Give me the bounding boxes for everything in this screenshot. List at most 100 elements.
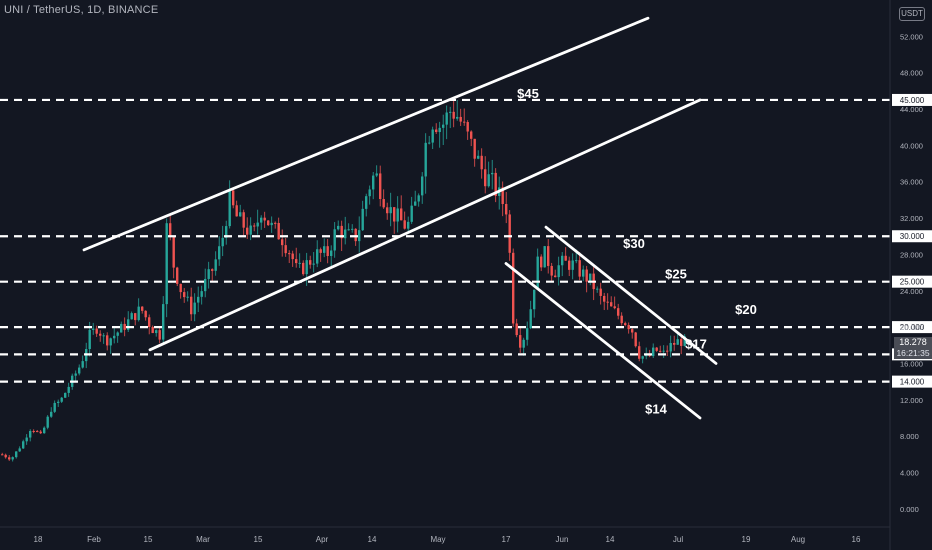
candle-body	[561, 255, 564, 266]
candle-body	[484, 169, 487, 187]
candle	[151, 325, 154, 334]
candle	[186, 291, 189, 302]
candle-body	[50, 411, 53, 417]
candle-body	[645, 354, 648, 357]
candle	[414, 190, 417, 206]
candle	[200, 285, 203, 305]
y-tick-label: 8.000	[900, 432, 919, 441]
candle-body	[673, 342, 676, 345]
price-axis[interactable]: 0.0004.0008.00012.00016.00020.00024.0002…	[900, 32, 923, 513]
candle	[487, 161, 490, 188]
candle-body	[477, 155, 480, 159]
candle	[295, 247, 298, 268]
candle	[18, 446, 21, 452]
candle	[120, 321, 123, 333]
candle	[158, 325, 161, 344]
candle	[99, 330, 102, 342]
candle-body	[452, 111, 455, 119]
candle-body	[15, 451, 18, 458]
candle	[11, 456, 14, 462]
candle-body	[218, 246, 221, 260]
candle	[526, 321, 529, 346]
candle-body	[204, 278, 207, 292]
candle-body	[281, 239, 284, 246]
candle	[533, 289, 536, 318]
candle	[515, 318, 518, 338]
candle-body	[368, 189, 371, 197]
candle	[554, 269, 557, 278]
candle	[347, 223, 350, 231]
candle-body	[526, 328, 529, 340]
candle-body	[424, 142, 427, 177]
candle	[15, 451, 18, 459]
candle	[421, 172, 424, 204]
candle-body	[4, 454, 7, 458]
candle	[102, 333, 105, 344]
ticker-title: UNI / TetherUS, 1D, BINANCE	[4, 4, 159, 16]
rising-channel-upper	[82, 16, 650, 252]
candle-body	[344, 229, 347, 239]
candle	[529, 300, 532, 330]
candle-body	[249, 225, 252, 235]
falling-channel-lower	[504, 262, 702, 420]
candle-body	[78, 367, 81, 374]
candle	[393, 207, 396, 234]
candle-body	[578, 260, 581, 277]
candle	[463, 108, 466, 126]
x-tick-label: 19	[742, 535, 751, 544]
time-axis[interactable]: 18 Feb 15 Mar 15 Apr 14 May 17 Jun 14 Jul 19 Aug 16	[34, 535, 861, 544]
candle	[270, 216, 273, 233]
candle	[291, 250, 294, 267]
candle	[263, 211, 266, 228]
candle	[274, 221, 277, 229]
candle	[288, 250, 291, 264]
currency-badge[interactable]: USDT	[899, 7, 925, 21]
candle	[585, 265, 588, 293]
candle	[46, 415, 49, 430]
candle-body	[263, 217, 266, 221]
candle-body	[340, 225, 343, 239]
candle	[484, 156, 487, 194]
level-axis-marker-text: 20.000	[900, 323, 925, 332]
level-axis-marker-text: 14.000	[900, 378, 925, 387]
candle	[543, 245, 546, 268]
candle	[4, 453, 7, 459]
candle	[165, 218, 168, 318]
candle	[403, 211, 406, 230]
candle-body	[36, 431, 39, 433]
candle	[396, 196, 399, 233]
candle	[589, 273, 592, 286]
y-tick-label: 40.000	[900, 141, 923, 150]
candle-body	[179, 283, 182, 293]
candle-body	[295, 259, 298, 264]
candle	[634, 331, 637, 348]
candle-body	[144, 310, 147, 318]
candle-body	[337, 225, 340, 230]
candle	[459, 108, 462, 126]
candle-body	[330, 250, 333, 256]
level-axis-marker-bg	[892, 275, 932, 288]
candle-body	[543, 246, 546, 268]
candle-body	[547, 246, 550, 266]
y-tick-label: 32.000	[900, 214, 923, 223]
candle	[547, 239, 550, 274]
candle	[193, 293, 196, 322]
candle	[246, 217, 249, 239]
candle-body	[379, 173, 382, 200]
candle	[519, 326, 522, 353]
candle-body	[372, 175, 375, 190]
bar-countdown: 16:21:35	[896, 348, 930, 358]
falling-channel-upper	[544, 225, 718, 365]
candle-body	[564, 255, 567, 261]
candle-body	[148, 317, 151, 327]
candle-body	[389, 207, 392, 214]
candle-body	[232, 190, 235, 206]
candle-body	[361, 208, 364, 231]
candle	[512, 248, 515, 328]
candle	[375, 165, 378, 178]
level-axis-marker: 20.000	[892, 321, 932, 334]
candle-body	[197, 296, 200, 303]
last-price-tag: 18.278 16:21:35	[894, 337, 932, 359]
candle-body	[421, 176, 424, 196]
